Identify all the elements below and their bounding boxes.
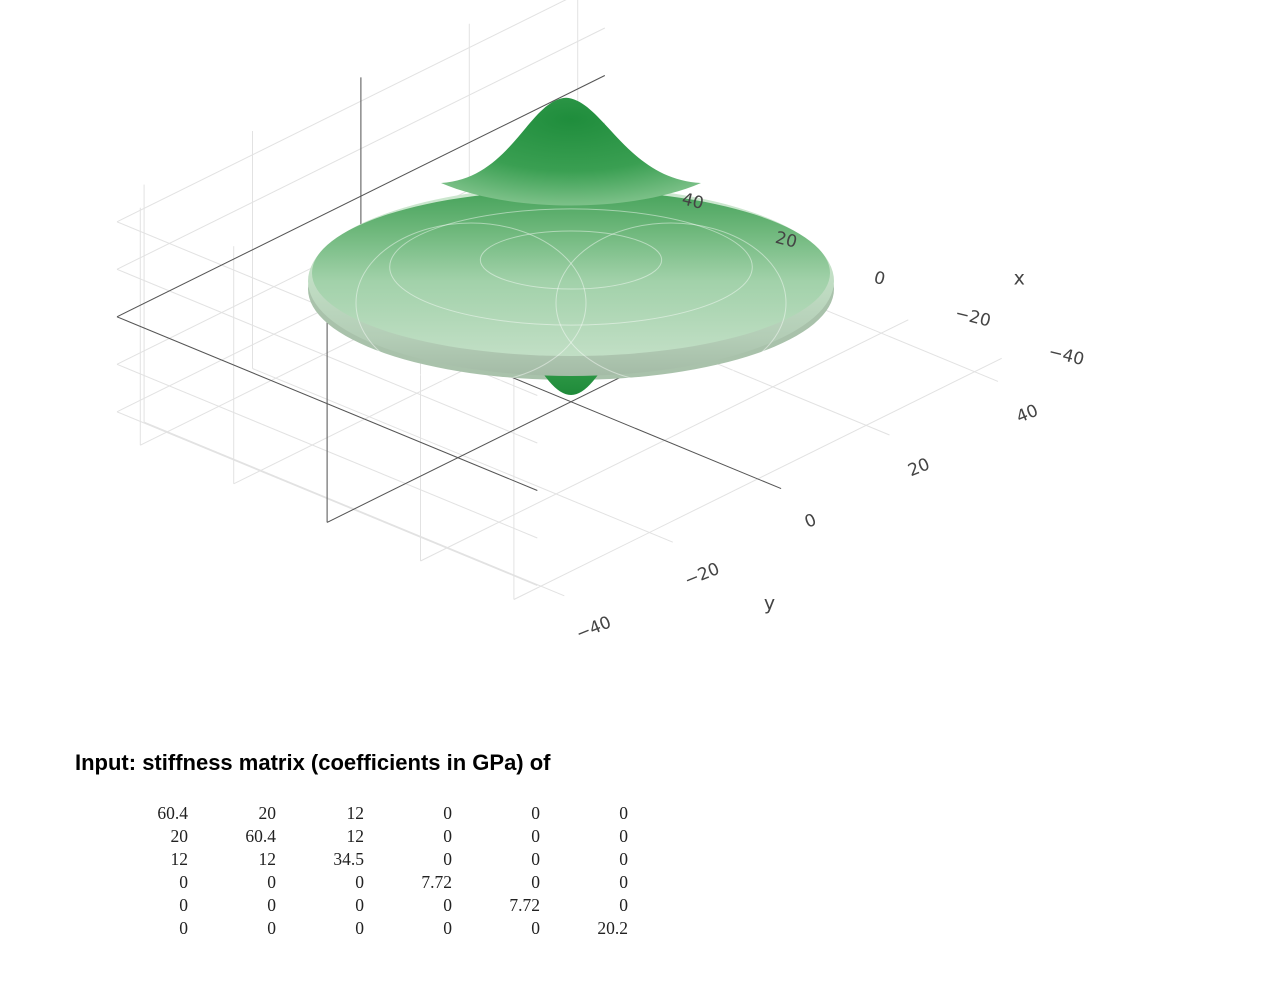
- matrix-cell: 20: [170, 826, 189, 846]
- matrix-row: 0 0 0 0 0 20.2: [100, 917, 628, 940]
- matrix-row: 0 0 0 7.72 0 0: [100, 871, 628, 894]
- x-tick-label: −20: [953, 303, 993, 331]
- y-axis-title: y: [764, 592, 775, 614]
- matrix-cell: 0: [267, 895, 276, 915]
- y-tick-label: −20: [682, 559, 723, 591]
- matrix-cell: 0: [355, 918, 364, 938]
- matrix-cell: 12: [170, 849, 189, 869]
- zero-line: [116, 316, 538, 491]
- matrix-row: 0 0 0 0 7.72 0: [100, 894, 628, 917]
- stiffness-3d-plot[interactable]: −40 −20 0 20 40 −40 −20 0 20 40 y x: [0, 0, 1279, 700]
- surface-mesh-line: [555, 222, 787, 384]
- matrix-cell: 0: [443, 895, 452, 915]
- surface-mesh-line: [479, 230, 663, 290]
- surface-mesh-line: [355, 222, 587, 384]
- matrix-cell: 7.72: [509, 895, 540, 915]
- matrix-cell: 0: [443, 803, 452, 823]
- matrix-cell: 0: [443, 849, 452, 869]
- matrix-cell: 20: [258, 803, 277, 823]
- y-tick-label: 0: [802, 510, 820, 533]
- matrix-cell: 0: [355, 872, 364, 892]
- matrix-cell: 0: [355, 895, 364, 915]
- matrix-cell: 0: [179, 895, 188, 915]
- matrix-cell: 60.4: [157, 803, 188, 823]
- matrix-cell: 12: [346, 826, 365, 846]
- matrix-cell: 0: [531, 918, 540, 938]
- stiffness-matrix: 60.4 20 12 0 0 0 20 60.4 12 0 0 0 12 12 34.5 0 0 0 0 0 0 7.72…: [100, 802, 628, 940]
- y-tick-label: −40: [573, 613, 614, 645]
- y-tick-label: 20: [905, 454, 933, 481]
- matrix-cell: 0: [531, 803, 540, 823]
- matrix-cell: 0: [443, 918, 452, 938]
- matrix-cell: 60.4: [245, 826, 276, 846]
- matrix-cell: 12: [258, 849, 277, 869]
- matrix-cell: 0: [619, 849, 628, 869]
- matrix-cell: 0: [267, 918, 276, 938]
- surface-top: [312, 190, 830, 356]
- x-tick-label: −40: [1046, 342, 1086, 370]
- matrix-cell: 0: [619, 895, 628, 915]
- matrix-row: 20 60.4 12 0 0 0: [100, 825, 629, 848]
- matrix-row: 60.4 20 12 0 0 0: [100, 802, 628, 825]
- matrix-row: 12 12 34.5 0 0 0: [100, 848, 629, 871]
- matrix-cell: 12: [346, 803, 365, 823]
- matrix-cell: 20.2: [597, 918, 628, 938]
- input-heading: Input: stiffness matrix (coefficients in…: [75, 750, 551, 775]
- x-tick-label: 0: [872, 268, 887, 290]
- x-axis-title: x: [1014, 268, 1025, 290]
- matrix-cell: 0: [619, 826, 628, 846]
- surface-top-lobe: [441, 97, 701, 206]
- matrix-cell: 0: [531, 849, 540, 869]
- matrix-cell: 0: [619, 803, 628, 823]
- surface-mesh-line: [389, 208, 753, 326]
- matrix-cell: 34.5: [333, 849, 364, 869]
- matrix-cell: 7.72: [421, 872, 452, 892]
- matrix-cell: 0: [531, 872, 540, 892]
- matrix-cell: 0: [179, 918, 188, 938]
- zero-line: [116, 75, 606, 318]
- matrix-cell: 0: [267, 872, 276, 892]
- y-tick-label: 40: [1014, 401, 1042, 428]
- matrix-cell: 0: [619, 872, 628, 892]
- matrix-cell: 0: [531, 826, 540, 846]
- matrix-cell: 0: [443, 826, 452, 846]
- matrix-cell: 0: [179, 872, 188, 892]
